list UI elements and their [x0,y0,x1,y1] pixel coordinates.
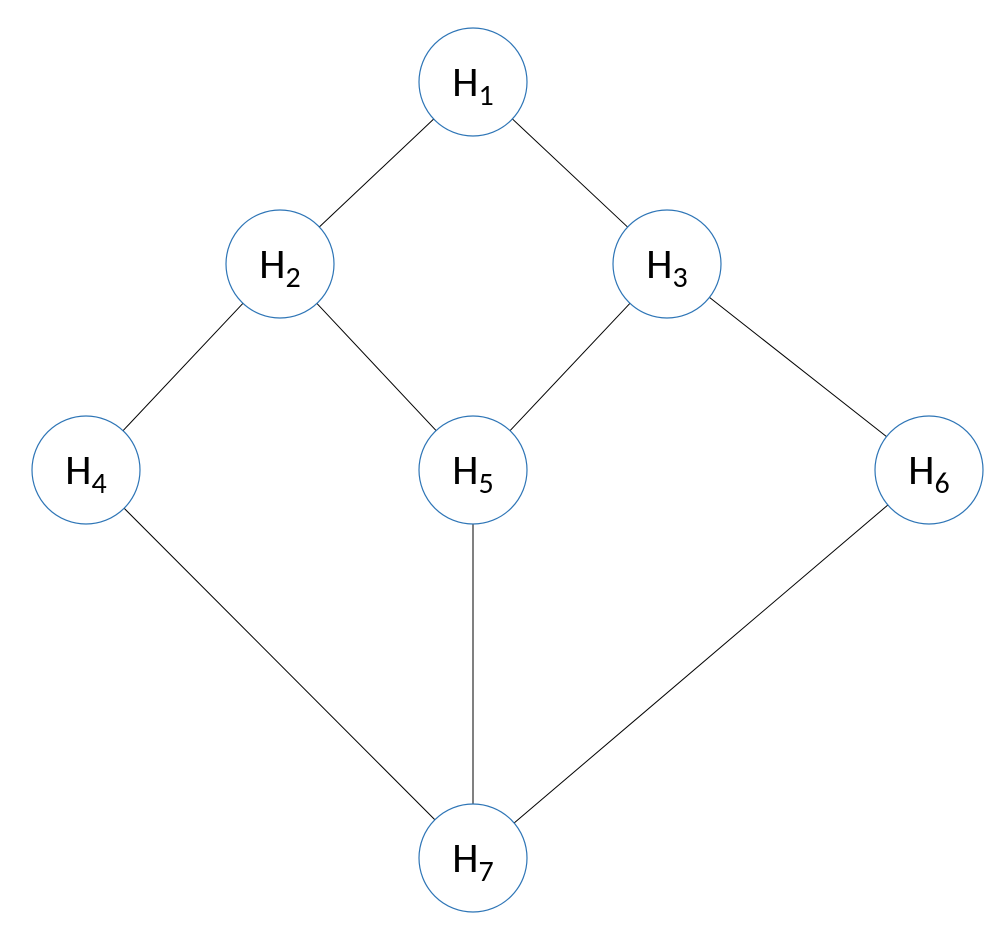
edge-H1-H3 [512,119,627,227]
node-H1: H1 [419,28,527,136]
edge-H2-H4 [123,303,243,430]
node-H7: H7 [419,804,527,912]
edge-H3-H5 [510,303,630,430]
edge-H3-H6 [709,297,886,436]
nodes-group: H1 H2 H3 H4 H5 H6 H7 [32,28,983,912]
node-H6: H6 [875,416,983,524]
edge-H6-H7 [514,505,888,823]
edge-H4-H7 [124,508,435,820]
edge-H2-H5 [317,303,436,430]
node-H5: H5 [419,416,527,524]
node-H2: H2 [226,210,334,318]
lattice-diagram: H1 H2 H3 H4 H5 H6 H7 [0,0,1000,931]
edge-H1-H2 [319,119,433,227]
node-H3: H3 [613,210,721,318]
node-H4: H4 [32,416,140,524]
